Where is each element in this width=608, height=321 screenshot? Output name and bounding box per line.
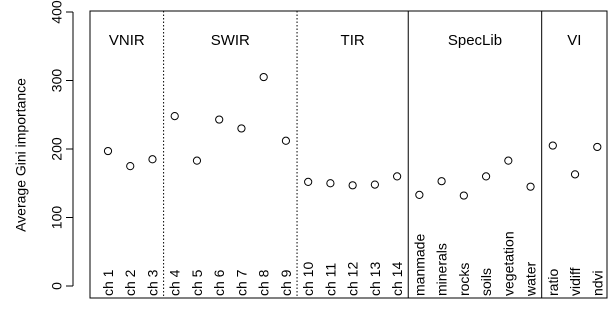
group-label-tir: TIR (341, 32, 365, 49)
data-point (192, 156, 202, 165)
group-dividers (163, 11, 543, 298)
data-point (459, 191, 468, 200)
y-tick-label: 400 (49, 0, 65, 24)
data-points (103, 72, 602, 200)
y-tick-label: 0 (49, 282, 65, 290)
x-tick-label: ch 9 (278, 269, 294, 296)
x-tick-label: ch 11 (322, 263, 338, 296)
data-point (259, 72, 268, 82)
data-point (304, 177, 313, 186)
x-tick-label: ndvi (589, 270, 605, 296)
x-tick-label: soils (478, 268, 494, 296)
data-point (593, 142, 602, 152)
group-label-swir: SWIR (211, 32, 250, 49)
x-tick-label: ch 14 (389, 262, 405, 296)
data-point (570, 170, 580, 179)
data-point (215, 115, 224, 124)
data-point (348, 181, 357, 190)
data-point (526, 182, 535, 191)
x-tick-label: rocks (456, 263, 472, 296)
x-tick-label: vidiff (567, 267, 583, 296)
plot-frame (89, 10, 608, 299)
group-label-speclib: SpecLib (448, 32, 502, 49)
x-tick-label: ch 7 (233, 269, 249, 296)
x-tick-label: ch 1 (100, 269, 116, 296)
x-tick-label: ch 13 (367, 262, 383, 296)
x-tick-label: manmade (411, 234, 427, 296)
x-tick-label: ch 4 (167, 269, 183, 296)
data-point (481, 172, 491, 181)
data-point (126, 162, 135, 171)
group-label-vnir: VNIR (109, 32, 145, 49)
x-tick-label: ch 2 (122, 269, 138, 296)
y-tick-label: 300 (49, 69, 65, 93)
data-point (393, 172, 402, 181)
data-point (437, 177, 446, 186)
data-point (103, 146, 113, 156)
x-tick-label: ch 5 (189, 269, 205, 296)
x-tick-label: ch 3 (144, 269, 160, 296)
x-tick-label: water (523, 261, 539, 297)
y-tick-label: 100 (49, 206, 65, 230)
x-tick-label: vegetation (500, 231, 516, 296)
data-point (170, 112, 179, 121)
x-tick-label: minerals (434, 243, 450, 296)
x-tick-label: ch 6 (211, 269, 227, 296)
y-axis-label: Average Gini importance (13, 78, 29, 232)
data-point (504, 156, 513, 165)
group-label-vi: VI (567, 32, 581, 49)
data-point (237, 124, 246, 133)
x-tick-label: ch 8 (256, 269, 272, 296)
x-tick-label: ratio (545, 269, 561, 296)
data-point (148, 155, 157, 164)
group-labels: VNIR SWIR TIR SpecLib VI (109, 32, 582, 49)
x-tick-label: ch 10 (300, 262, 316, 296)
y-tick-label: 200 (49, 137, 65, 161)
data-point (326, 179, 335, 188)
x-tick-labels: ch 1 ch 2 ch 3 ch 4 ch 5 ch 6 ch 7 ch 8 ch 9 ch 1… (100, 231, 605, 297)
axes-layer: 0 100 200 300 400 (49, 0, 608, 299)
data-point (370, 180, 379, 189)
data-point (281, 136, 291, 145)
x-tick-label: ch 12 (345, 262, 361, 296)
data-point (548, 141, 557, 150)
data-point (415, 190, 424, 199)
